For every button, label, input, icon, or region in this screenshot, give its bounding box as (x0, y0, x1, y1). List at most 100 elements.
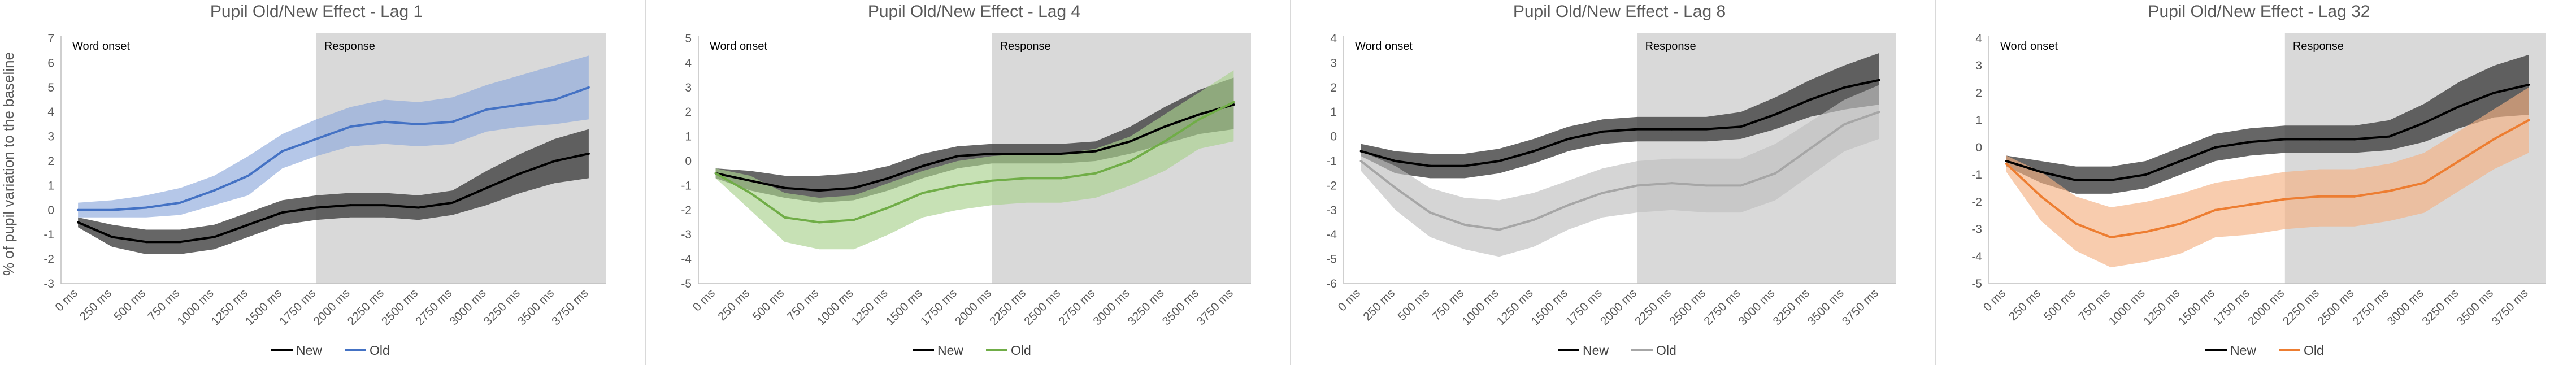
y-tick-label: 2 (1330, 81, 1337, 94)
data-point-old (519, 103, 522, 106)
data-point-old (1498, 228, 1501, 231)
data-point-old (1705, 184, 1708, 187)
series-line-new (2006, 84, 2529, 181)
y-tick-label: 4 (1330, 32, 1337, 45)
data-point-new (2249, 141, 2252, 144)
data-point-old (1198, 118, 1201, 121)
data-point-old (714, 172, 717, 175)
x-tick-label: 1000 ms (1459, 286, 1501, 328)
band-old (1361, 85, 1879, 257)
data-point-old (1232, 101, 1235, 103)
panel-separator (1290, 0, 1291, 365)
x-tick-label: 2750 ms (413, 286, 454, 328)
data-point-new (2005, 160, 2008, 162)
x-tick-label: 3500 ms (1160, 286, 1201, 328)
y-tick-label: -2 (681, 204, 692, 217)
data-point-new (553, 160, 556, 162)
data-point-new (1601, 130, 1604, 133)
data-point-old (451, 120, 454, 123)
y-tick-label: -4 (1326, 228, 1337, 241)
data-point-new (587, 152, 590, 155)
data-point-new (783, 186, 786, 189)
data-point-new (1025, 152, 1028, 155)
data-point-new (2040, 171, 2043, 173)
panel-separator (645, 0, 646, 365)
x-tick-label: 3250 ms (2419, 286, 2461, 328)
data-point-old (2527, 119, 2530, 121)
data-point-new (281, 211, 284, 214)
data-point-old (1463, 223, 1466, 226)
data-point-old (2075, 222, 2078, 225)
data-point-new (1705, 128, 1708, 131)
data-point-new (1567, 137, 1570, 140)
x-tick-label: 250 ms (1361, 286, 1397, 323)
data-point-old (1739, 184, 1742, 187)
data-point-new (111, 236, 114, 238)
x-tick-label: 250 ms (77, 286, 114, 323)
x-tick-label: 1750 ms (277, 286, 318, 328)
data-point-new (818, 189, 820, 192)
data-point-new (2457, 105, 2460, 108)
data-point-old (818, 221, 820, 224)
data-point-old (111, 208, 114, 211)
data-point-old (77, 208, 80, 211)
y-tick-label: 0 (685, 155, 692, 168)
data-point-new (145, 241, 147, 244)
x-tick-label: 500 ms (1395, 286, 1432, 323)
data-point-old (315, 137, 318, 140)
data-point-old (1359, 160, 1362, 162)
band-new (78, 129, 589, 254)
data-point-new (1463, 164, 1466, 167)
data-point-old (1163, 140, 1166, 143)
y-tick-label: 3 (47, 131, 54, 144)
data-point-old (485, 108, 488, 111)
x-tick-label: 3500 ms (1805, 286, 1847, 328)
y-tick-label: -5 (681, 277, 692, 290)
data-point-new (315, 206, 318, 209)
data-point-old (2040, 195, 2043, 198)
y-tick-label: 6 (47, 57, 54, 69)
data-point-old (587, 86, 590, 89)
legend-label-new: New (937, 343, 963, 358)
data-point-old (1428, 211, 1431, 214)
x-tick-label: 0 ms (1336, 286, 1363, 314)
y-tick-label: 1 (1330, 106, 1337, 119)
data-point-old (2249, 203, 2252, 206)
chart-title: Pupil Old/New Effect - Lag 4 (868, 2, 1080, 21)
data-point-new (2353, 138, 2356, 141)
y-tick-label: -3 (44, 277, 54, 290)
x-tick-label: 3000 ms (1736, 286, 1777, 328)
data-point-new (853, 186, 855, 189)
data-point-new (451, 201, 454, 204)
x-tick-label: 2750 ms (1701, 286, 1743, 328)
legend-label-old: Old (1656, 343, 1676, 358)
band-new (2006, 54, 2529, 194)
y-tick-label: 2 (685, 106, 692, 119)
x-tick-label: 2500 ms (2315, 286, 2356, 328)
data-point-old (853, 219, 855, 221)
x-tick-label: 1500 ms (1529, 286, 1570, 328)
x-tick-label: 0 ms (690, 286, 718, 314)
data-point-new (2388, 135, 2391, 138)
data-point-old (1567, 204, 1570, 207)
data-point-old (1059, 177, 1062, 180)
x-tick-label: 0 ms (1981, 286, 2008, 314)
data-point-old (1394, 186, 1397, 189)
data-point-new (1094, 150, 1097, 153)
data-point-new (749, 179, 751, 182)
data-point-old (991, 179, 993, 182)
x-tick-label: 0 ms (53, 286, 80, 314)
data-point-old (2423, 181, 2426, 184)
word-onset-label: Word onset (2000, 40, 2058, 53)
data-point-new (1359, 150, 1362, 153)
x-tick-label: 2000 ms (2245, 286, 2287, 328)
chart-panel-lag-1: -3 -2 -1 0 1 2 3 4 5 6 7 0 ms 250 ms 500 ms 750 ms 1000… (0, 0, 645, 365)
y-tick-label: -2 (1326, 179, 1337, 192)
y-tick-label: 0 (47, 204, 54, 217)
data-point-new (956, 155, 959, 158)
chart-title: Pupil Old/New Effect - Lag 8 (1513, 2, 1726, 21)
data-point-new (2423, 121, 2426, 124)
data-point-old (213, 189, 216, 192)
x-tick-label: 3500 ms (2455, 286, 2496, 328)
